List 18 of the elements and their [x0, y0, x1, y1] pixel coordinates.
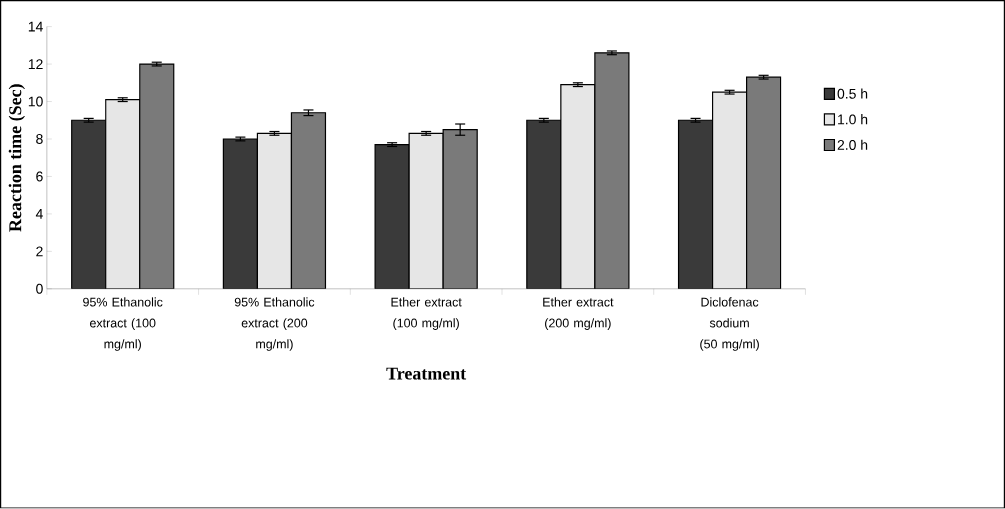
y-tick-label: 14	[28, 22, 43, 32]
y-tick-label: 2	[36, 246, 43, 257]
x-axis-title: Treatment	[386, 367, 467, 380]
x-tick-label: Ether extract (100 mg/ml)	[391, 297, 462, 331]
x-tick-label: Diclofenac sodium (50 mg/ml)	[700, 297, 759, 352]
y-tick-label: 12	[28, 59, 43, 70]
y-tick-label: 0	[36, 284, 43, 294]
y-tick-label: 10	[28, 96, 43, 107]
x-tick-label: 95% Ethanolic extract (200 mg/ml)	[234, 297, 315, 352]
x-tick-label: Ether extract (200 mg/ml)	[543, 297, 614, 331]
legend-label: 1.0 h	[838, 114, 868, 125]
legend-label: 0.5 h	[837, 88, 868, 99]
y-tick-label: 8	[36, 134, 43, 145]
y-tick-label: 6	[36, 171, 43, 182]
y-axis-title: Reaction time (Sec)	[8, 84, 25, 232]
y-tick-label: 4	[35, 209, 43, 219]
legend-label: 2.0 h	[837, 139, 868, 151]
x-tick-label: 95% Ethanolic extract (100 mg/ml)	[83, 297, 163, 352]
